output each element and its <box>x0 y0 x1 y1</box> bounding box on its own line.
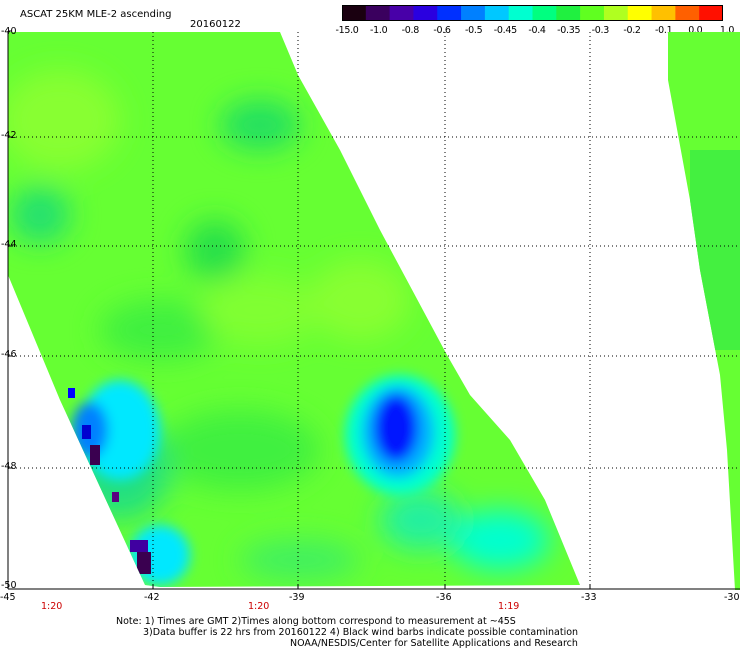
lon-label-45: -45 <box>0 592 16 603</box>
lat-label-50: -50 <box>1 580 17 591</box>
colorbar-label: -0.3 <box>591 25 610 36</box>
colorbar-labels: -15.0 -1.0 -0.8 -0.6 -0.5 -0.45 -0.4 -0.35 -0.3 -… <box>330 25 734 37</box>
lat-label-40: -40 <box>1 26 17 37</box>
lat-label-48: -48 <box>1 461 17 472</box>
colorbar-swatch <box>603 5 629 21</box>
lon-label-30: -30 <box>724 592 740 603</box>
colorbar-swatch <box>556 5 581 21</box>
colorbar-swatch <box>699 5 723 21</box>
colorbar-label: -0.35 <box>557 25 581 36</box>
colorbar-label: -15.0 <box>335 25 359 36</box>
time-label-3: 1:19 <box>498 601 520 612</box>
lon-label-33: -33 <box>581 592 597 603</box>
colorbar-swatch <box>437 5 462 21</box>
colorbar-swatch <box>675 5 700 21</box>
colorbar-swatch <box>627 5 653 21</box>
swath-west <box>8 32 580 587</box>
note-line-3: NOAA/NESDIS/Center for Satellite Applica… <box>290 638 578 649</box>
colorbar-swatch <box>508 5 533 21</box>
lat-label-46: -46 <box>1 349 17 360</box>
colorbar-label: 0.0 <box>688 25 703 36</box>
time-label-2: 1:20 <box>248 601 270 612</box>
colorbar <box>342 5 723 21</box>
colorbar-label: 1.0 <box>719 25 735 36</box>
map-title: ASCAT 25KM MLE-2 ascending <box>20 9 172 20</box>
colorbar-swatch <box>342 5 367 21</box>
colorbar-label: -0.5 <box>465 25 483 36</box>
colorbar-label: -0.2 <box>623 25 641 36</box>
colorbar-label: -1.0 <box>370 25 388 36</box>
colorbar-swatch <box>651 5 676 21</box>
colorbar-label: -0.8 <box>401 25 420 36</box>
note-line-2: 3)Data buffer is 22 hrs from 20160122 4)… <box>143 627 579 638</box>
time-label-1: 1:20 <box>41 601 63 612</box>
colorbar-label: -0.45 <box>493 25 517 36</box>
colorbar-swatch <box>389 5 414 21</box>
colorbar-label: -0.4 <box>528 25 546 36</box>
colorbar-swatch <box>484 5 510 21</box>
lon-label-42: -42 <box>144 592 160 603</box>
colorbar-border <box>342 5 723 21</box>
colorbar-swatch <box>580 5 605 21</box>
map-date: 20160122 <box>190 19 241 30</box>
colorbar-swatch <box>413 5 438 21</box>
lat-label-42: -42 <box>1 130 17 141</box>
grid-lines <box>8 32 740 588</box>
colorbar-swatch <box>365 5 391 21</box>
map-frame <box>7 30 740 590</box>
colorbar-label: -0.6 <box>433 25 451 36</box>
lat-label-44: -44 <box>1 239 17 250</box>
note-line-1: Note: 1) Times are GMT 2)Times along bot… <box>116 616 516 627</box>
swath-east <box>668 32 740 590</box>
lon-label-36: -36 <box>436 592 452 603</box>
colorbar-swatch <box>532 5 557 21</box>
lon-label-39: -39 <box>289 592 305 603</box>
colorbar-swatch <box>461 5 486 21</box>
colorbar-label: -0.1 <box>655 25 673 36</box>
